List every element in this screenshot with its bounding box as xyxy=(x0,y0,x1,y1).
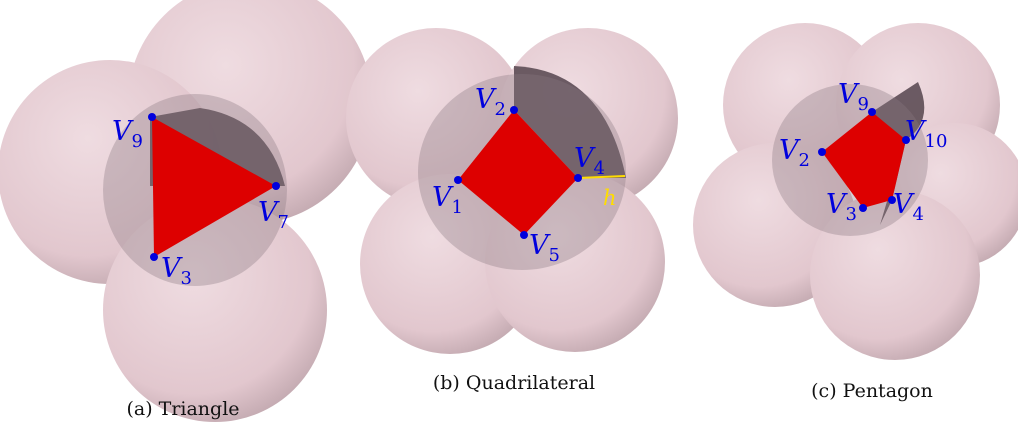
vertex-label-v4: V4 xyxy=(893,189,924,225)
vertex-label-v5: V5 xyxy=(529,230,560,266)
sphere xyxy=(360,174,540,354)
gap-label-h: h xyxy=(603,186,617,210)
vertex-label-v2: V2 xyxy=(779,135,810,171)
quadrilateral-polygon xyxy=(458,110,578,235)
triangle-polygon xyxy=(152,117,276,257)
panel-pentagon: V9 V10 V2 V3 V4 (c) Pentagon xyxy=(693,23,1018,402)
vertex-label-v3: V3 xyxy=(161,253,192,289)
vertex-label-v9: V9 xyxy=(838,79,869,115)
caption-pentagon: (c) Pentagon xyxy=(811,380,933,402)
vertex-point xyxy=(574,174,582,182)
vertex-label-v7: V7 xyxy=(258,197,289,233)
gap-h-line xyxy=(577,175,626,179)
vertex-point xyxy=(868,108,876,116)
vertex-point xyxy=(902,136,910,144)
vertex-point xyxy=(454,176,462,184)
vertex-label-v3: V3 xyxy=(826,189,857,225)
caption-quadrilateral: (b) Quadrilateral xyxy=(433,372,595,394)
vertex-point xyxy=(510,106,518,114)
vertex-point xyxy=(859,204,867,212)
vertex-point xyxy=(272,182,280,190)
vertex-label-v2: V2 xyxy=(475,84,506,120)
vertex-label-v9: V9 xyxy=(112,116,143,152)
panel-triangle: V9 V7 V3 (a) Triangle xyxy=(0,0,372,422)
panel-quadrilateral: V2 V4 V1 V5 h (b) Quadrilateral xyxy=(346,28,678,394)
inner-shadow-region xyxy=(514,66,626,178)
vertex-point xyxy=(818,148,826,156)
vertex-label-v4: V4 xyxy=(574,143,605,179)
vertex-point xyxy=(150,253,158,261)
caption-triangle: (a) Triangle xyxy=(126,398,239,420)
sphere xyxy=(810,190,980,360)
vertex-label-v10: V10 xyxy=(905,116,947,152)
pentagon-polygon xyxy=(822,112,906,208)
vertex-point xyxy=(888,196,896,204)
vertex-label-v1: V1 xyxy=(432,182,463,218)
vertex-point xyxy=(148,113,156,121)
vertex-point xyxy=(520,231,528,239)
